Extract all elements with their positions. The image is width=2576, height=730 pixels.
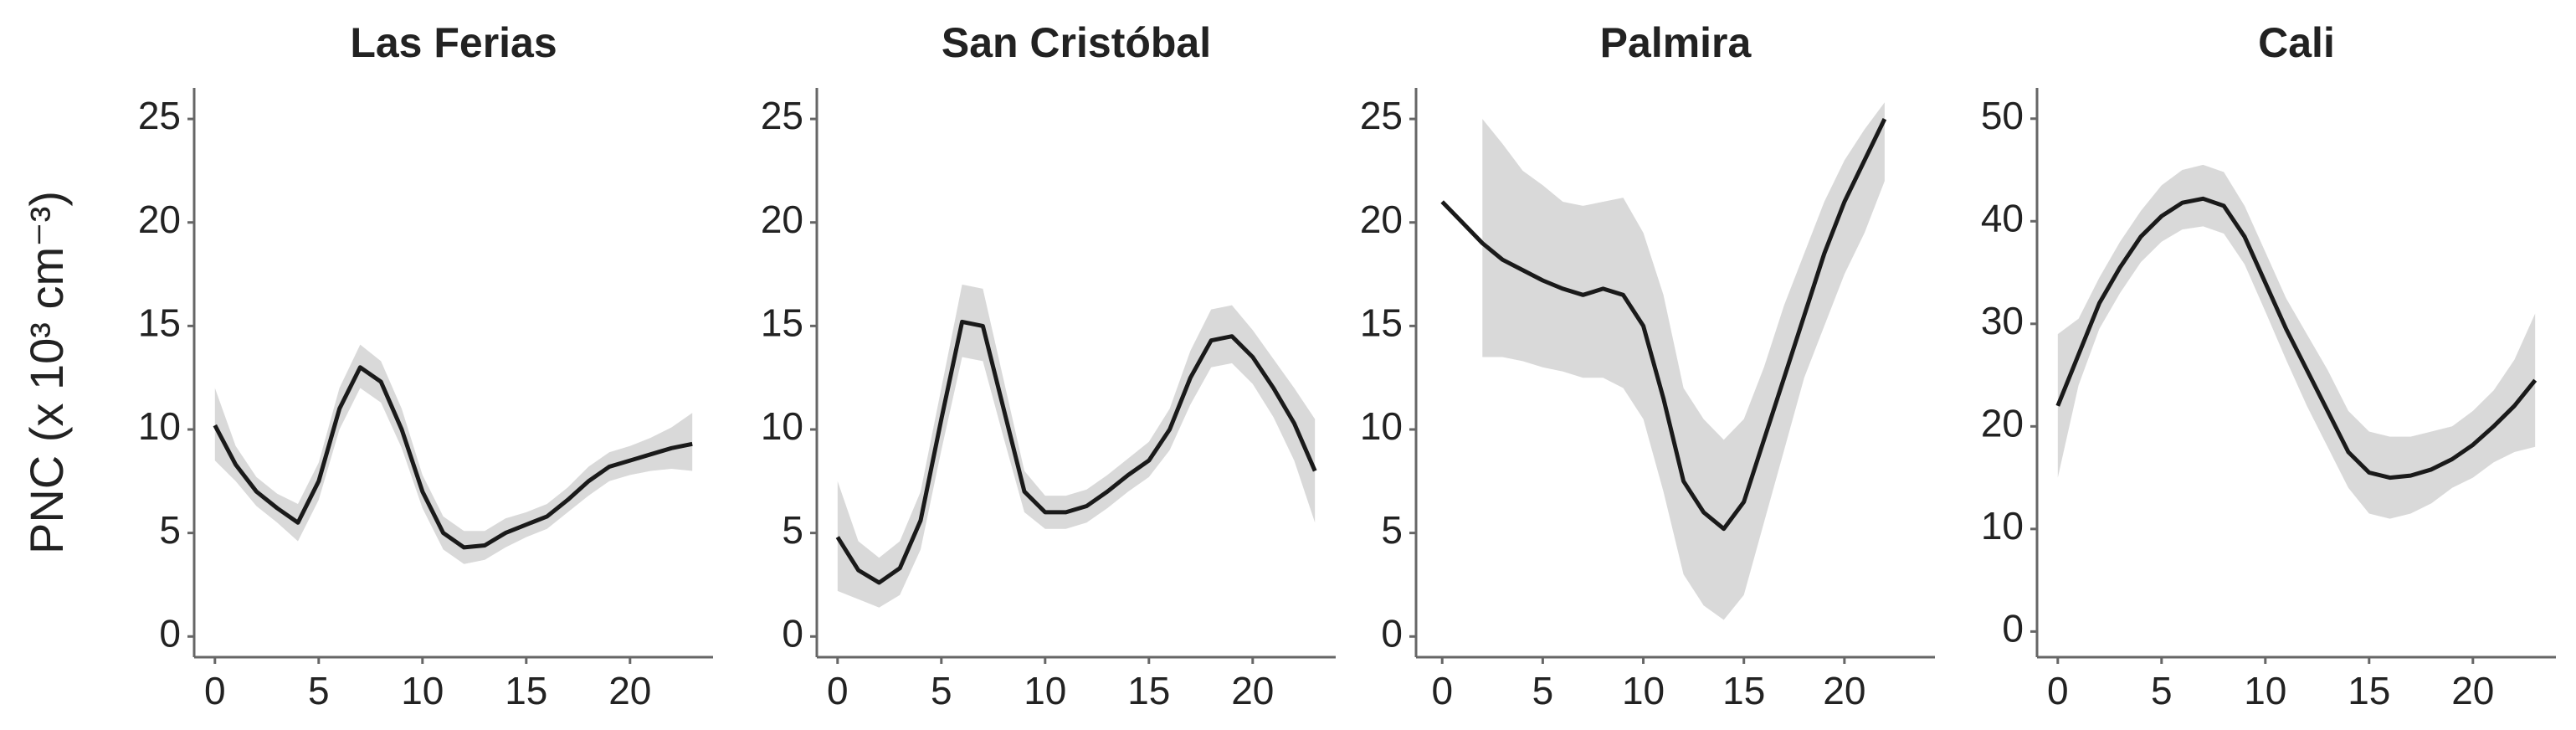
panel-title: Cali — [2258, 19, 2335, 66]
x-tick-label: 20 — [2451, 669, 2494, 712]
y-tick-label: 15 — [761, 301, 803, 345]
y-tick-label: 20 — [138, 198, 181, 241]
y-tick-label: 0 — [782, 611, 803, 655]
panel-title: Las Ferias — [350, 19, 557, 66]
confidence-band — [1482, 102, 1885, 620]
x-tick-label: 10 — [1024, 669, 1066, 712]
y-tick-label: 10 — [1981, 504, 2024, 548]
y-tick-label: 0 — [2002, 607, 2024, 650]
x-tick-label: 0 — [204, 669, 226, 712]
y-tick-label: 0 — [1381, 611, 1403, 655]
line — [835, 319, 1317, 585]
x-tick-label: 0 — [2047, 669, 2069, 712]
y-tick-label: 50 — [1981, 94, 2024, 137]
y-tick-label: 30 — [1981, 299, 2024, 342]
x-tick-label: 10 — [2244, 669, 2286, 712]
y-tick-label: 5 — [782, 508, 803, 552]
y-tick-label: 5 — [1381, 508, 1403, 552]
y-tick-label: 25 — [1360, 94, 1403, 137]
y-tick-label: 10 — [1360, 404, 1403, 448]
x-tick-label: 5 — [931, 669, 952, 712]
y-tick-label: 10 — [138, 404, 181, 448]
x-tick-label: 15 — [1127, 669, 1170, 712]
y-tick-label: 15 — [138, 301, 181, 345]
confidence-band — [2057, 164, 2536, 519]
x-tick-label: 20 — [608, 669, 651, 712]
y-tick-label: 5 — [159, 508, 181, 552]
y-tick-label: 25 — [761, 94, 803, 137]
panel-title: Palmira — [1600, 19, 1752, 66]
x-tick-label: 5 — [2151, 669, 2173, 712]
y-tick-label: 20 — [761, 198, 803, 241]
x-tick-label: 20 — [1231, 669, 1274, 712]
x-tick-label: 0 — [1431, 669, 1453, 712]
x-tick-label: 15 — [1722, 669, 1765, 712]
x-tick-label: 15 — [2348, 669, 2390, 712]
x-tick-label: 10 — [401, 669, 444, 712]
confidence-band — [837, 284, 1316, 608]
x-tick-label: 15 — [505, 669, 547, 712]
y-tick-label: 15 — [1360, 301, 1403, 345]
x-tick-label: 10 — [1622, 669, 1665, 712]
y-tick-label: 40 — [1981, 196, 2024, 239]
y-tick-label: 20 — [1981, 401, 2024, 445]
line — [1440, 118, 1887, 532]
x-tick-label: 20 — [1823, 669, 1865, 712]
x-tick-label: 5 — [308, 669, 330, 712]
panel-title: San Cristóbal — [942, 19, 1211, 66]
x-tick-label: 0 — [827, 669, 849, 712]
confidence-band — [214, 344, 693, 564]
y-tick-label: 0 — [159, 611, 181, 655]
y-tick-label: 20 — [1360, 198, 1403, 241]
x-tick-label: 5 — [1532, 669, 1554, 712]
line — [2055, 196, 2538, 481]
y-axis-label: PNC (x 10³ cm⁻³) — [20, 191, 73, 554]
y-tick-label: 25 — [138, 94, 181, 137]
line — [213, 365, 693, 550]
y-tick-label: 10 — [761, 404, 803, 448]
